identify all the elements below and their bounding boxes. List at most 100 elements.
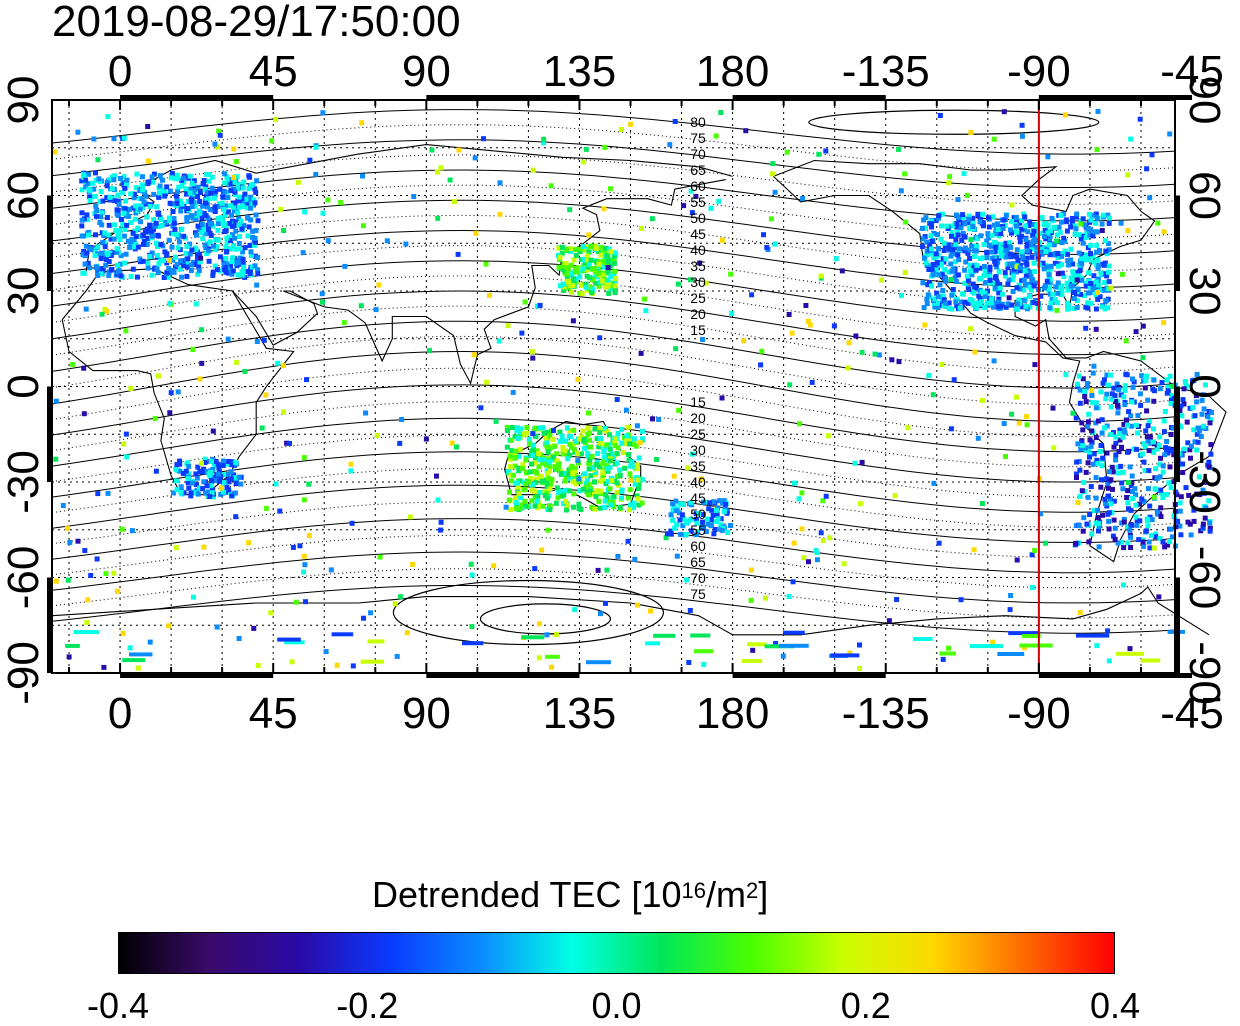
tec-point xyxy=(246,224,252,230)
tec-point xyxy=(638,350,644,356)
tec-point xyxy=(1007,240,1013,246)
tec-point xyxy=(1115,410,1121,416)
tec-point xyxy=(924,263,930,268)
tec-point xyxy=(277,637,301,642)
tec-point xyxy=(52,149,58,155)
tec-point xyxy=(87,265,93,271)
tec-point xyxy=(175,389,181,395)
tec-point xyxy=(1034,300,1040,306)
tec-point xyxy=(87,198,93,203)
tec-point xyxy=(1064,228,1070,234)
tec-point xyxy=(202,460,208,465)
tec-point xyxy=(934,260,940,265)
tec-point xyxy=(1125,540,1131,546)
tec-point xyxy=(216,128,222,134)
tec-point xyxy=(183,186,189,192)
tec-point xyxy=(504,444,510,450)
tec-point xyxy=(149,250,155,256)
tec-point xyxy=(567,207,573,213)
tec-point xyxy=(607,432,613,438)
tec-point xyxy=(373,307,379,313)
tec-point xyxy=(720,500,726,506)
tec-point xyxy=(929,250,935,256)
tec-point xyxy=(1014,254,1020,260)
tec-point xyxy=(1125,500,1131,506)
tec-point xyxy=(933,254,939,260)
tec-point xyxy=(208,459,214,464)
tec-point xyxy=(1108,285,1114,291)
contour-ring-south-outer xyxy=(392,579,665,646)
contour-line xyxy=(51,350,1176,422)
tec-point xyxy=(173,176,179,182)
tec-point xyxy=(586,466,592,472)
tec-point xyxy=(434,473,439,479)
tec-point xyxy=(959,299,964,305)
tec-point xyxy=(1077,387,1083,393)
tec-point xyxy=(194,482,199,488)
tec-point xyxy=(153,468,159,474)
tec-point xyxy=(1143,378,1149,384)
tec-point xyxy=(189,213,195,219)
lat-label-left: 60 xyxy=(0,171,48,220)
tec-point xyxy=(1010,289,1016,294)
tec-point xyxy=(102,244,108,250)
tec-point xyxy=(993,261,999,267)
tec-point xyxy=(948,233,954,239)
tec-point xyxy=(593,462,599,468)
tec-point xyxy=(1129,480,1135,485)
tec-point xyxy=(1112,536,1118,542)
contour-label: 50 xyxy=(690,210,706,226)
tec-point xyxy=(928,246,934,252)
tec-point xyxy=(1097,449,1103,454)
tec-point xyxy=(235,186,241,192)
tec-point xyxy=(954,296,960,302)
tec-point xyxy=(1109,391,1115,397)
tec-point xyxy=(718,522,724,528)
tec-point xyxy=(603,463,609,469)
tec-point xyxy=(130,244,136,250)
tec-point xyxy=(928,218,934,224)
tec-point xyxy=(209,487,215,493)
tec-point xyxy=(1017,265,1023,271)
tec-point xyxy=(1101,287,1107,293)
tec-point xyxy=(685,465,691,471)
tec-point xyxy=(166,257,172,263)
tec-point xyxy=(1085,290,1091,296)
tec-point xyxy=(1192,439,1198,445)
tec-point xyxy=(648,608,653,614)
tec-point xyxy=(957,246,963,252)
tec-point xyxy=(558,470,564,476)
tec-point xyxy=(1148,533,1154,538)
tec-point xyxy=(151,191,157,197)
tec-point xyxy=(1145,518,1151,523)
tec-point xyxy=(1165,384,1171,390)
tec-point xyxy=(544,483,550,489)
tec-point xyxy=(1168,526,1174,532)
tec-point xyxy=(1201,490,1207,496)
tec-point xyxy=(1150,439,1156,445)
tec-point xyxy=(1018,268,1024,274)
tec-point xyxy=(1128,413,1134,419)
tec-point xyxy=(1085,494,1091,500)
tec-point xyxy=(136,203,142,209)
tec-point xyxy=(971,290,977,296)
tec-point xyxy=(200,181,206,187)
tec-point xyxy=(163,219,168,225)
tec-point xyxy=(615,553,621,559)
tec-point xyxy=(748,567,754,573)
tec-point xyxy=(53,456,59,462)
tec-point xyxy=(211,243,216,249)
contour-label: 55 xyxy=(690,522,706,538)
tec-point xyxy=(1188,443,1194,449)
tec-point xyxy=(86,229,92,235)
tec-point xyxy=(1147,503,1153,509)
tec-point xyxy=(208,232,214,238)
tec-point xyxy=(556,264,562,270)
tec-point xyxy=(231,175,237,180)
tec-point xyxy=(1095,265,1101,271)
tec-point xyxy=(1081,515,1087,521)
tec-point xyxy=(164,252,170,258)
tec-point xyxy=(643,308,649,314)
lon-label-top: -45 xyxy=(1160,47,1224,96)
tec-point xyxy=(994,278,1000,284)
